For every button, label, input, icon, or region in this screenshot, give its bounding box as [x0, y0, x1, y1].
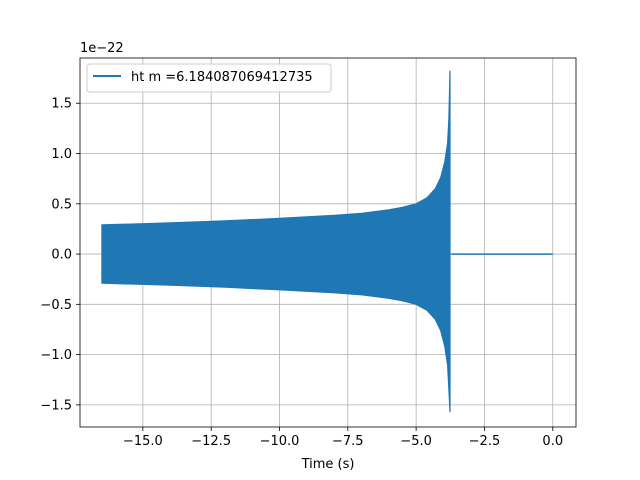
plot-frame — [79, 57, 577, 428]
y-tick-label: −1.5 — [40, 398, 72, 413]
y-tick-label: 0.5 — [51, 197, 72, 212]
series-layer — [101, 70, 553, 413]
y-axis: −1.5 −1.0 −0.5 0.0 0.5 1.0 1.5 — [40, 97, 80, 413]
legend-box — [86, 63, 332, 93]
series-envelope — [101, 70, 451, 413]
x-tick-label: 0.0 — [542, 434, 563, 449]
x-axis-label: Time (s) — [301, 457, 355, 472]
y-tick-label: −1.0 — [40, 348, 72, 363]
x-axis: −15.0 −12.5 −10.0 −7.5 −5.0 −2.5 0.0 — [123, 427, 563, 449]
y-tick-label: −0.5 — [40, 298, 72, 313]
x-tick-label: −7.5 — [332, 434, 364, 449]
x-tick-label: −2.5 — [469, 434, 501, 449]
x-tick-label: −10.0 — [260, 434, 300, 449]
x-tick-label: −12.5 — [191, 434, 231, 449]
legend: ht m =6.184087069412735 — [86, 63, 332, 93]
x-tick-label: −5.0 — [400, 434, 432, 449]
y-tick-label: 1.0 — [51, 147, 72, 162]
y-tick-label: 0.0 — [51, 248, 72, 263]
y-tick-label: 1.5 — [51, 97, 72, 112]
y-offset-text: 1e−22 — [80, 41, 124, 56]
x-tick-label: −15.0 — [123, 434, 163, 449]
legend-label: ht m =6.184087069412735 — [131, 70, 313, 85]
